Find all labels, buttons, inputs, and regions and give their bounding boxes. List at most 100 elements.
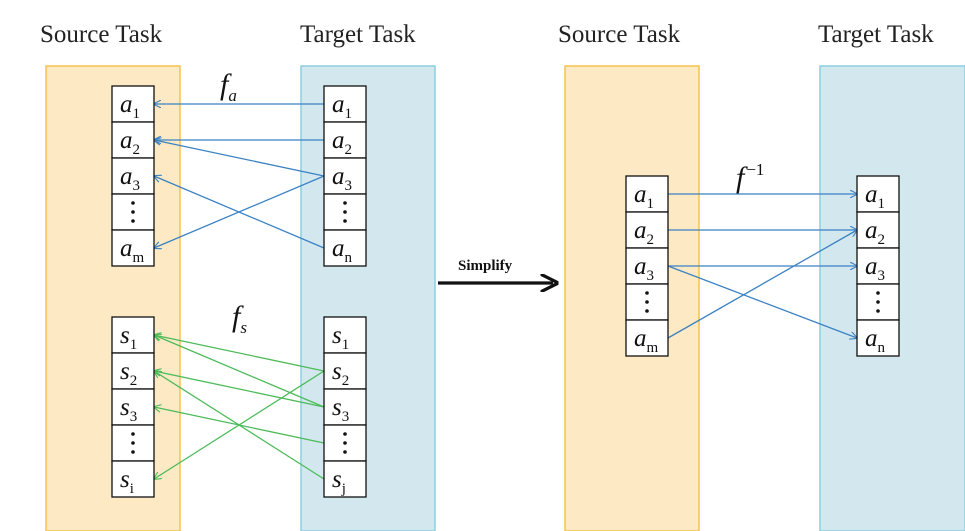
variable-cell [323, 193, 367, 231]
vertical-ellipsis [131, 201, 135, 223]
state-link [154, 335, 325, 372]
cell-label-base: a [865, 253, 878, 280]
cell-box [111, 460, 155, 498]
cell-box [323, 157, 367, 195]
cell-label-base: s [120, 322, 130, 349]
cell-label-sub: 3 [342, 409, 350, 425]
cell-label-sub: 2 [130, 373, 138, 389]
right-source-header: Source Task [558, 21, 681, 48]
cell-box [625, 211, 669, 249]
cell-label-sub: n [878, 340, 886, 356]
state-link [154, 371, 325, 408]
cell-label-sub: i [130, 481, 134, 497]
cell-label: a2 [634, 217, 654, 248]
cell-label: a1 [120, 91, 140, 122]
variable-cell: an [323, 229, 367, 267]
right-target-header: Target Task [818, 21, 934, 48]
variable-cell: a1 [856, 175, 900, 213]
cell-label-base: a [865, 217, 878, 244]
variable-cell [323, 424, 367, 462]
variable-cell: a2 [856, 211, 900, 249]
variable-cell: s3 [323, 388, 367, 426]
cell-label-base: a [865, 325, 878, 352]
simplify-label: Simplify [458, 258, 513, 274]
cell-label: s2 [120, 358, 137, 389]
variable-cell: si [111, 460, 155, 498]
cell-label-base: s [332, 466, 342, 493]
variable-cell: s1 [323, 316, 367, 354]
cell-label-base: a [120, 91, 133, 118]
cell-label-sub: 1 [133, 106, 141, 122]
cell-label-base: s [120, 358, 130, 385]
cell-label: a1 [865, 181, 885, 212]
cell-label-base: s [332, 322, 342, 349]
cell-label: s3 [120, 394, 137, 425]
state-mapping-label: fs [232, 300, 247, 337]
variable-cell: am [625, 319, 669, 357]
left-target-header: Target Task [300, 21, 416, 48]
cell-label-sub: 1 [647, 196, 655, 212]
cell-label: an [332, 235, 353, 266]
cell-label: s3 [332, 394, 349, 425]
cell-label-base: a [120, 127, 133, 154]
variable-cell: s3 [111, 388, 155, 426]
cell-label-base: a [634, 253, 647, 280]
mapping-links [154, 104, 857, 479]
variable-cell: a2 [111, 121, 155, 159]
cell-label-base: s [120, 394, 130, 421]
action-link [154, 175, 325, 248]
cell-label-sub: 2 [345, 142, 353, 158]
variable-cell: a3 [111, 157, 155, 195]
cell-label: a2 [865, 217, 885, 248]
cell-label-sub: 2 [647, 232, 655, 248]
vertical-ellipsis [645, 291, 649, 313]
cell-box [856, 319, 900, 357]
action-mapping-label: fa [220, 68, 237, 105]
left-action-target-column: a1a 2a3 an [323, 85, 367, 267]
variable-cell: s2 [111, 352, 155, 390]
cell-label: a2 [120, 127, 140, 158]
cell-box [625, 175, 669, 213]
cell-label: a1 [332, 91, 352, 122]
cell-label-sub: 1 [342, 337, 350, 353]
cell-box [111, 352, 155, 390]
cell-label: s1 [332, 322, 349, 353]
vertical-ellipsis [876, 291, 880, 313]
cell-label-base: s [332, 394, 342, 421]
vertical-ellipsis [343, 201, 347, 223]
variable-cell: a3 [856, 247, 900, 285]
inverse-mapping-label: f −1 [736, 160, 764, 194]
cell-label: s1 [120, 322, 137, 353]
cell-label: s2 [332, 358, 349, 389]
inverse-link [667, 265, 857, 338]
cell-label-sub: 3 [130, 409, 138, 425]
variable-cell: am [111, 229, 155, 267]
cell-label-base: a [865, 181, 878, 208]
variable-cell: s2 [323, 352, 367, 390]
cell-label-base: s [332, 358, 342, 385]
cell-label-sub: 3 [878, 268, 886, 284]
state-link [154, 335, 325, 408]
vertical-ellipsis [131, 432, 135, 454]
cell-label-base: s [120, 466, 130, 493]
action-link [154, 140, 325, 177]
variable-cell [111, 424, 155, 462]
cell-label-sub: 1 [878, 196, 886, 212]
state-mapping-label-sub: s [240, 318, 247, 337]
cell-box [323, 460, 367, 498]
cell-label-sub: 3 [133, 178, 141, 194]
cell-label-base: a [634, 181, 647, 208]
cell-label-sub: m [647, 340, 659, 356]
variable-cell: a1 [111, 85, 155, 123]
cell-box [323, 229, 367, 267]
vertical-ellipsis [343, 432, 347, 454]
cell-label: am [634, 325, 659, 356]
variable-cell: a3 [323, 157, 367, 195]
cell-label-base: a [332, 91, 345, 118]
cell-label-sub: 2 [342, 373, 350, 389]
